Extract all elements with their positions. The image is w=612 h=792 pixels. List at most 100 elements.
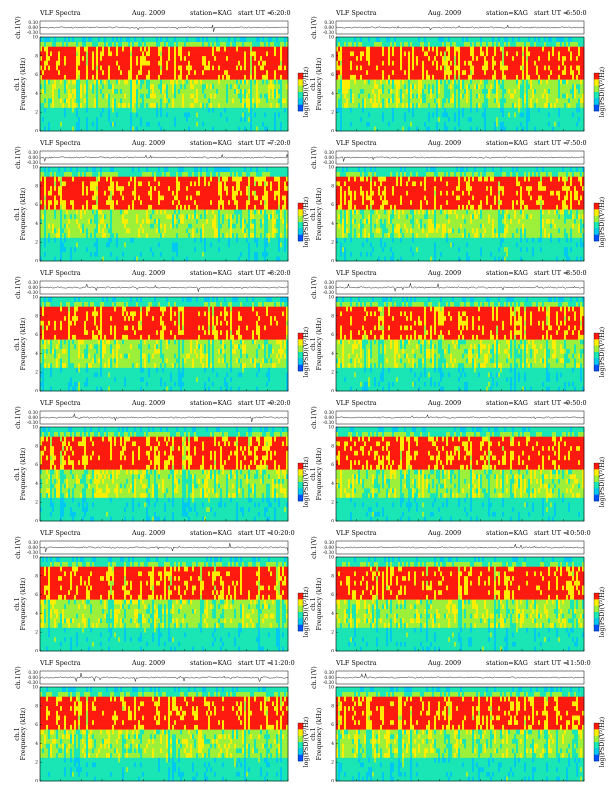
y-tick-label: 8 bbox=[331, 574, 334, 579]
spectrogram-image bbox=[40, 687, 289, 782]
y-tick-label: 10 bbox=[329, 426, 335, 431]
panel-start-label: start UT = bbox=[238, 529, 272, 538]
spectrogram-image bbox=[336, 427, 585, 522]
panel-station: station=KAG bbox=[486, 139, 528, 148]
y-tick-label: 8 bbox=[331, 54, 334, 59]
colorbar bbox=[297, 332, 304, 372]
waveform-tick-label: 0.00 bbox=[28, 416, 38, 421]
waveform-trace bbox=[335, 24, 585, 31]
vlf-panel: VLF Spectra Aug. 2009 station=KAG start UT … bbox=[12, 4, 312, 132]
spectrogram-image bbox=[336, 687, 585, 782]
y-tick-label: 4 bbox=[331, 222, 334, 227]
panel-start-time: 11:50:0 bbox=[566, 659, 591, 668]
waveform-trace bbox=[39, 153, 289, 162]
y-tick-label: 10 bbox=[329, 36, 335, 41]
spectrogram-svg: 0.300.00-0.30ch.1(V)02468100102030405060… bbox=[310, 536, 606, 652]
colorbar-label: log(PSD)(V²/Hz) bbox=[303, 327, 310, 377]
y-tick-label: 6 bbox=[331, 723, 334, 728]
waveform-tick-label: 0.00 bbox=[28, 676, 38, 681]
waveform-ylabel: ch.1(V) bbox=[15, 536, 22, 559]
panel-header: VLF Spectra Aug. 2009 station=KAG start UT … bbox=[336, 659, 591, 668]
y-tick-label: 0 bbox=[35, 390, 38, 393]
y-tick-label: 4 bbox=[331, 92, 334, 97]
panel-station: station=KAG bbox=[486, 529, 528, 538]
panel-start-label: start UT = bbox=[534, 139, 568, 148]
spectrogram-image bbox=[336, 37, 585, 132]
waveform-ylabel: ch.1(V) bbox=[15, 16, 22, 39]
colorbar bbox=[593, 722, 600, 762]
panel-title: VLF Spectra bbox=[40, 269, 81, 278]
spectrogram-svg: 0.300.00-0.30ch.1(V)02468100102030405060… bbox=[310, 16, 606, 132]
y-axis-label-channel: ch.1 bbox=[310, 727, 317, 740]
y-tick-label: 2 bbox=[35, 631, 38, 636]
y-tick-label: 4 bbox=[35, 612, 38, 617]
colorbar bbox=[297, 592, 304, 632]
waveform-tick-label: 0.30 bbox=[28, 151, 38, 156]
waveform-trace bbox=[39, 412, 289, 423]
waveform-tick-label: 0.30 bbox=[324, 21, 334, 26]
panel-title: VLF Spectra bbox=[40, 9, 81, 18]
y-tick-label: 6 bbox=[331, 73, 334, 78]
y-tick-label: 0 bbox=[35, 780, 38, 783]
colorbar bbox=[593, 72, 600, 112]
y-axis-label-channel: ch.1 bbox=[14, 467, 21, 480]
waveform-trace bbox=[335, 543, 585, 549]
waveform-tick-label: -0.30 bbox=[27, 551, 38, 556]
spectrogram-svg: 0.300.00-0.30ch.1(V)02468100102030405060… bbox=[14, 536, 310, 652]
y-tick-label: 8 bbox=[331, 184, 334, 189]
waveform-tick-label: 0.00 bbox=[28, 546, 38, 551]
panel-header: VLF Spectra Aug. 2009 station=KAG start UT … bbox=[40, 529, 295, 538]
vlf-panel: VLF Spectra Aug. 2009 station=KAG start UT … bbox=[308, 4, 608, 132]
colorbar bbox=[593, 332, 600, 372]
y-tick-label: 0 bbox=[35, 520, 38, 523]
panel-station: station=KAG bbox=[190, 269, 232, 278]
colorbar-label: log(PSD)(V²/Hz) bbox=[303, 197, 310, 247]
waveform-tick-label: 0.30 bbox=[28, 411, 38, 416]
waveform-tick-label: 0.00 bbox=[324, 676, 334, 681]
y-tick-label: 6 bbox=[331, 463, 334, 468]
colorbar-label: log(PSD)(V²/Hz) bbox=[303, 67, 310, 117]
waveform-trace bbox=[335, 156, 585, 162]
y-tick-label: 6 bbox=[35, 73, 38, 78]
y-axis-label-channel: ch.1 bbox=[310, 207, 317, 220]
panel-start-time: 8:50:0 bbox=[566, 269, 587, 278]
y-axis-label: Frequency (kHz) bbox=[316, 58, 323, 111]
panel-station: station=KAG bbox=[190, 529, 232, 538]
waveform-tick-label: -0.30 bbox=[27, 291, 38, 296]
waveform-frame bbox=[39, 540, 289, 555]
y-tick-label: 6 bbox=[331, 203, 334, 208]
panel-station: station=KAG bbox=[190, 399, 232, 408]
panel-start-label: start UT = bbox=[238, 9, 272, 18]
waveform-trace bbox=[335, 414, 585, 420]
panel-date: Aug. 2009 bbox=[132, 9, 165, 18]
waveform-tick-label: -0.30 bbox=[27, 31, 38, 36]
panel-title: VLF Spectra bbox=[336, 659, 377, 668]
waveform-ylabel: ch.1(V) bbox=[311, 666, 318, 689]
y-tick-label: 6 bbox=[331, 593, 334, 598]
panel-start-label: start UT = bbox=[238, 399, 272, 408]
y-tick-label: 2 bbox=[35, 241, 38, 246]
spectrogram-image bbox=[40, 297, 289, 392]
spectrogram-image bbox=[40, 427, 289, 522]
y-tick-label: 2 bbox=[331, 631, 334, 636]
colorbar-label: log(PSD)(V²/Hz) bbox=[303, 587, 310, 637]
colorbar-label: log(PSD)(V²/Hz) bbox=[599, 67, 606, 117]
colorbar bbox=[297, 462, 304, 502]
y-tick-label: 4 bbox=[331, 612, 334, 617]
y-tick-label: 10 bbox=[33, 426, 39, 431]
y-axis-label: Frequency (kHz) bbox=[20, 58, 27, 111]
panel-start-label: start UT = bbox=[534, 659, 568, 668]
panel-title: VLF Spectra bbox=[336, 269, 377, 278]
waveform-frame bbox=[335, 280, 585, 295]
panel-header: VLF Spectra Aug. 2009 station=KAG start UT … bbox=[336, 139, 587, 148]
y-tick-label: 10 bbox=[329, 296, 335, 301]
waveform-tick-label: 0.30 bbox=[324, 671, 334, 676]
y-tick-label: 2 bbox=[331, 111, 334, 116]
y-tick-label: 10 bbox=[33, 296, 39, 301]
colorbar-label: log(PSD)(V²/Hz) bbox=[303, 457, 310, 507]
waveform-tick-label: -0.30 bbox=[27, 421, 38, 426]
y-tick-label: 8 bbox=[35, 574, 38, 579]
waveform-tick-label: 0.00 bbox=[324, 546, 334, 551]
panel-start-time: 11:20:0 bbox=[270, 659, 295, 668]
